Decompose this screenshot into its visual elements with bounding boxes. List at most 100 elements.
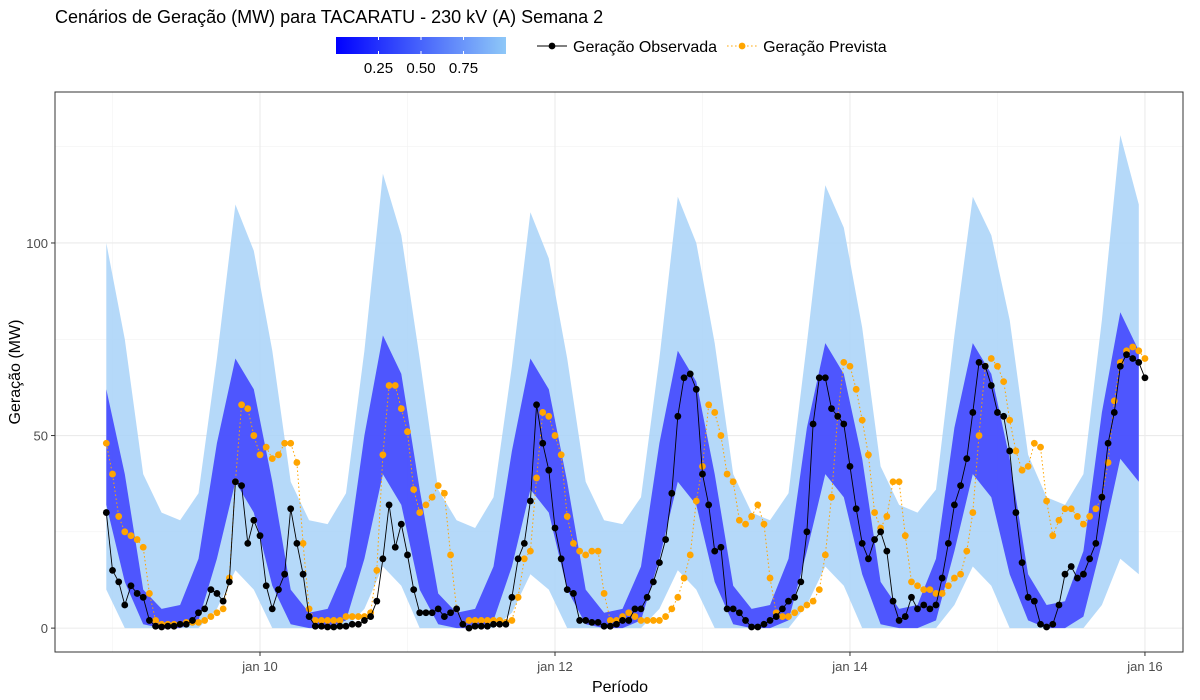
series-point [649,578,657,586]
series-point [397,405,405,412]
series-point [1086,513,1094,520]
series-point [164,622,172,630]
series-point [219,597,227,605]
series-point [1043,497,1050,505]
series-point [889,478,897,486]
scenario-band [106,312,1139,629]
series-point [711,547,719,555]
series-point [440,613,448,620]
series-point [594,618,602,626]
series-point [348,620,356,628]
series-point [133,590,141,597]
series-point [588,618,596,626]
series-point [619,617,626,624]
series-point [637,605,645,613]
series-point [846,362,854,370]
series-point [883,513,891,520]
y-tick-label: 0 [41,621,48,636]
series-point [963,455,971,463]
series-point [1024,462,1032,470]
series-point [797,605,805,613]
series-point [1018,466,1026,474]
series-point [631,605,639,613]
series-point [275,586,282,594]
series-point [152,617,159,624]
series-point [950,574,958,582]
series-point [145,617,153,624]
series-point [256,451,264,459]
series-point [815,374,823,382]
series-point [1116,362,1124,370]
series-point [760,620,768,628]
series-point [293,459,301,466]
chart-title: Cenários de Geração (MW) para TACARATU -… [55,7,603,27]
series-point [735,516,743,524]
series-point [656,617,663,624]
series-point [821,374,829,382]
series-point [643,593,651,601]
series-point [1092,505,1100,513]
series-point [385,501,393,509]
series-point [809,420,817,428]
series-point [717,543,725,551]
series-point [281,439,289,447]
series-point [115,513,123,520]
series-point [563,513,571,520]
series-point [514,593,522,601]
series-point [840,358,848,366]
series-point [201,605,209,613]
series-point [207,586,215,594]
series-point [1067,563,1075,570]
series-point [729,605,737,613]
series-point [1073,574,1081,582]
series-point [1086,555,1094,563]
panel-border [54,91,1184,653]
series-point [447,551,454,559]
series-point [1061,505,1069,513]
series-point [311,617,319,624]
series-point [735,609,743,617]
series-point [692,385,700,393]
legend-label: Geração Prevista [763,39,887,56]
series-point [932,590,940,597]
series-point [109,566,116,574]
series-point [1024,593,1032,601]
series-point [416,609,424,617]
series-point [625,609,633,617]
series-point [582,617,590,624]
series-point [410,486,418,493]
series-point [127,532,135,540]
series-point [484,622,491,630]
series-point [588,547,596,555]
x-axis-title: Período [592,679,648,696]
series-point [139,543,147,551]
series-point [244,405,252,412]
series-point [545,466,553,474]
series-point [840,420,848,428]
series-point [852,505,860,513]
series-point [250,432,258,439]
legend-label: Geração Observada [573,39,717,56]
series-point [686,551,694,559]
series-point [969,509,977,516]
series-point [803,601,811,609]
series-point [502,620,510,628]
series-point [600,590,608,597]
series-point [268,605,276,613]
series-point [766,574,774,582]
series-point [152,622,159,630]
series-point [987,355,995,362]
series-point [779,613,786,620]
series-point [1012,447,1020,455]
series-point [883,547,891,555]
series-point [465,617,473,624]
series-point [920,601,928,609]
series-point [606,622,614,630]
series-point [625,617,633,624]
series-point [231,478,239,486]
series-point [182,620,190,628]
series-point [557,451,565,459]
series-point [742,520,749,528]
series-point [373,566,381,574]
